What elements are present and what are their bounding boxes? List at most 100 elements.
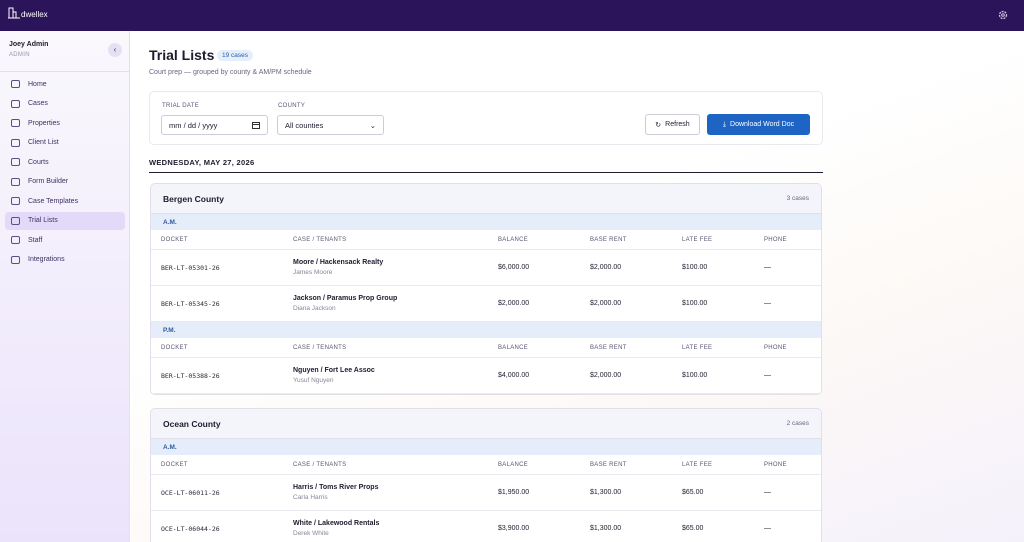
column-title: LATE FEE xyxy=(682,344,713,351)
date-heading: WEDNESDAY, MAY 27, 2026 xyxy=(149,158,255,167)
nav-item[interactable]: Client List xyxy=(5,134,125,152)
nav-item[interactable]: Staff xyxy=(5,231,125,249)
case-name: Nguyen / Fort Lee Assoc xyxy=(293,367,375,374)
refresh-button[interactable]: ↻ Refresh xyxy=(645,114,700,135)
county-group: Ocean County 2 cases A.M. DOCKET CASE / TENA… xyxy=(150,408,822,542)
column-title: BALANCE xyxy=(498,236,529,243)
county-count: 2 cases xyxy=(786,420,809,427)
download-text: Download Word Doc xyxy=(730,121,795,128)
column-title: DOCKET xyxy=(161,344,188,351)
case-cell: White / Lakewood Rentals Derek White xyxy=(293,520,498,537)
base-rent: $1,300.00 xyxy=(590,489,622,496)
column-title: CASE / TENANTS xyxy=(293,344,347,351)
case-name: Moore / Hackensack Realty xyxy=(293,259,384,266)
base-rent: $2,000.00 xyxy=(590,300,622,307)
case-row[interactable]: BER-LT-05388-26 Nguyen / Fort Lee Assoc Yu… xyxy=(151,358,821,394)
logo-text: dwellex xyxy=(21,10,48,19)
sidebar: Joey Admin ADMIN ‹ Home Cases Properties Cl… xyxy=(0,31,130,542)
chevron: ⌄ xyxy=(369,120,376,130)
nav-label: Form Builder xyxy=(28,178,69,185)
user-role: ADMIN xyxy=(9,52,30,58)
docket: BER-LT-05345-26 xyxy=(161,299,220,308)
page-title: Trial Lists xyxy=(149,47,215,63)
late-fee: $65.00 xyxy=(682,489,704,496)
nav-label: Cases xyxy=(28,100,48,107)
nav-item[interactable]: Courts xyxy=(5,153,125,171)
nav-item[interactable]: Home xyxy=(5,75,125,93)
late-fee: $100.00 xyxy=(682,300,708,307)
county-count: 3 cases xyxy=(786,195,809,202)
nav-item[interactable]: Form Builder xyxy=(5,173,125,191)
balance: $6,000.00 xyxy=(498,264,530,271)
tenant-name: Carla Harris xyxy=(293,494,328,501)
nav-item[interactable]: Integrations xyxy=(5,251,125,269)
nav-label: Integrations xyxy=(28,256,65,263)
tenant-name: Diana Jackson xyxy=(293,305,336,312)
nav-icon xyxy=(11,119,20,127)
nav-label: Properties xyxy=(28,119,60,127)
nav-icon xyxy=(11,80,20,88)
nav-item[interactable]: Properties xyxy=(5,114,125,132)
column-title: BALANCE xyxy=(498,461,529,468)
nav-label: Home xyxy=(28,80,47,88)
case-row[interactable]: BER-LT-05345-26 Jackson / Paramus Prop Gr… xyxy=(151,286,821,322)
column-title: LATE FEE xyxy=(682,236,713,243)
base-rent: $2,000.00 xyxy=(590,372,622,379)
column-title: CASE / TENANTS xyxy=(293,236,347,243)
logo[interactable]: dwellex xyxy=(8,7,48,19)
case-row[interactable]: OCE-LT-06044-26 White / Lakewood Rentals D… xyxy=(151,511,821,542)
phone: — xyxy=(764,264,771,271)
nav-label: Trial Lists xyxy=(28,217,58,224)
nav-icon xyxy=(11,99,20,108)
column-title: CASE / TENANTS xyxy=(293,461,347,468)
phone: — xyxy=(764,300,771,307)
county-name: Ocean County xyxy=(163,418,221,429)
settings-icon[interactable] xyxy=(998,10,1008,20)
docket: BER-LT-05388-26 xyxy=(161,371,220,380)
collapse-button[interactable]: ‹ xyxy=(108,43,122,57)
balance: $2,000.00 xyxy=(498,300,530,307)
county-name: Bergen County xyxy=(163,193,224,204)
divider xyxy=(0,71,130,72)
group-header: Ocean County 2 cases xyxy=(151,409,821,439)
column-title: PHONE xyxy=(764,461,787,468)
user-name: Joey Admin xyxy=(9,41,49,48)
phone: — xyxy=(764,372,771,379)
session-label: A.M. xyxy=(151,439,821,455)
case-row[interactable]: BER-LT-05301-26 Moore / Hackensack Realty… xyxy=(151,250,821,286)
nav-icon xyxy=(11,236,20,244)
case-name: Jackson / Paramus Prop Group xyxy=(293,295,398,302)
balance: $4,000.00 xyxy=(498,372,530,379)
column-title: DOCKET xyxy=(161,236,188,243)
column-title: BASE RENT xyxy=(590,344,627,351)
download-button[interactable]: ⤓ Download Word Doc xyxy=(707,114,810,135)
tenant-name: Derek White xyxy=(293,530,329,537)
column-title: PHONE xyxy=(764,236,787,243)
date-input[interactable]: mm / dd / yyyy xyxy=(161,115,268,135)
docket: OCE-LT-06044-26 xyxy=(161,524,220,533)
nav-item[interactable]: Trial Lists xyxy=(5,211,125,230)
tenant-name: James Moore xyxy=(293,269,333,276)
column-header: DOCKET CASE / TENANTS BALANCE BASE RENT LATE… xyxy=(151,230,821,250)
docket: OCE-LT-06011-26 xyxy=(161,488,220,497)
filter-bar: TRIAL DATE mm / dd / yyyy COUNTY All cou… xyxy=(149,91,823,145)
group-header: Bergen County 3 cases xyxy=(151,184,821,214)
refresh-icon: ↻ xyxy=(655,121,662,129)
nav-item[interactable]: Case Templates xyxy=(5,192,125,210)
nav-label: Client List xyxy=(28,139,59,146)
calendar-icon xyxy=(252,122,260,129)
column-header: DOCKET CASE / TENANTS BALANCE BASE RENT LATE… xyxy=(151,455,821,475)
case-cell: Nguyen / Fort Lee Assoc Yusuf Nguyen xyxy=(293,367,498,384)
nav-label: Courts xyxy=(28,158,49,166)
case-row[interactable]: OCE-LT-06011-26 Harris / Toms River Props… xyxy=(151,475,821,511)
nav-item[interactable]: Cases xyxy=(5,95,125,113)
column-title: DOCKET xyxy=(161,461,188,468)
case-name: Harris / Toms River Props xyxy=(293,484,379,491)
phone: — xyxy=(764,525,771,532)
phone: — xyxy=(764,489,771,496)
session-label: P.M. xyxy=(151,322,821,338)
case-cell: Harris / Toms River Props Carla Harris xyxy=(293,484,498,501)
county-select[interactable]: All counties ⌄ xyxy=(277,115,384,135)
case-cell: Moore / Hackensack Realty James Moore xyxy=(293,259,498,276)
